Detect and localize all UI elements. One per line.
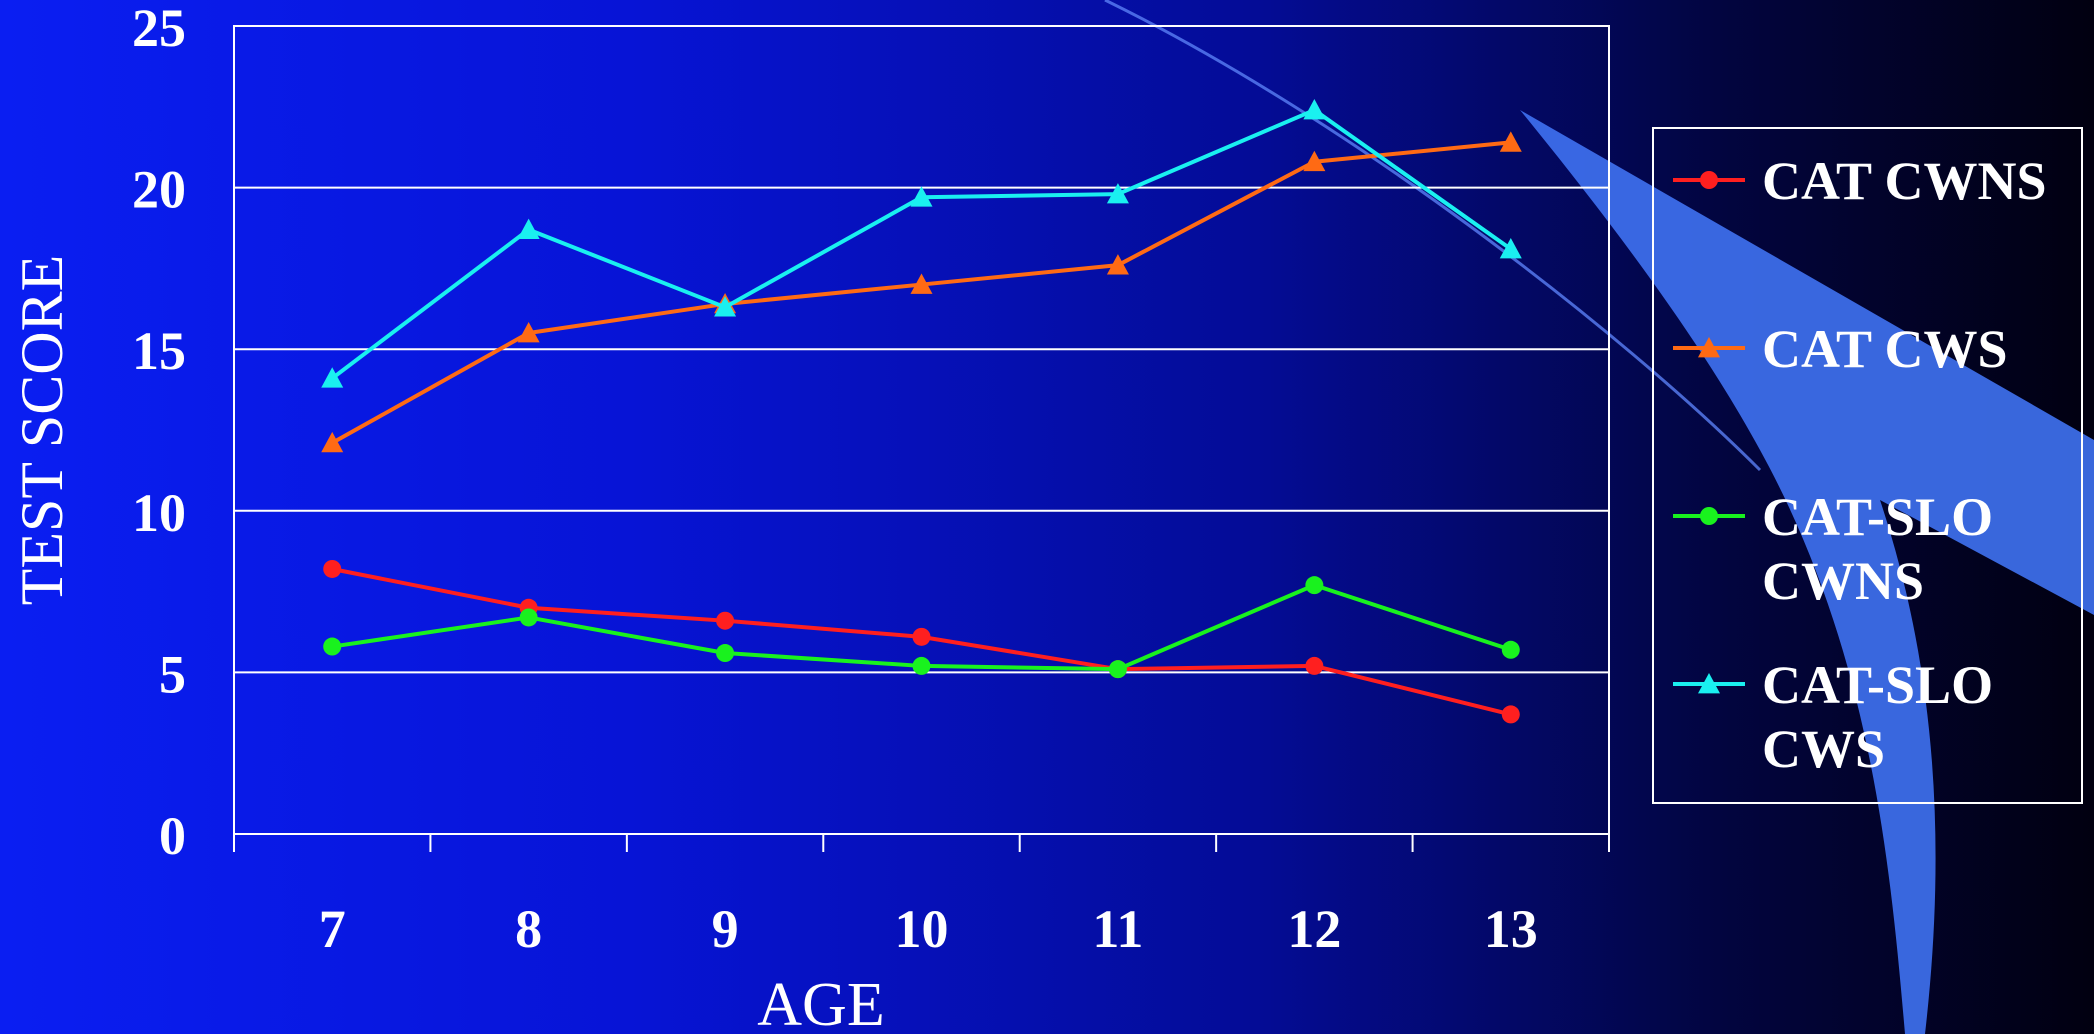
y-tick-label: 15	[132, 321, 186, 381]
legend-swatch-marker	[1698, 337, 1720, 358]
series-cat-cwns	[323, 559, 1520, 724]
background-swoosh	[1104, 0, 2094, 1034]
data-point	[912, 627, 931, 646]
data-point	[912, 656, 931, 675]
legend-item: CAT-SLO CWS	[1673, 655, 1993, 779]
data-point	[1499, 238, 1522, 259]
data-point	[323, 559, 342, 578]
data-point	[1106, 183, 1129, 204]
series-layer	[321, 99, 1522, 724]
legend-item: CAT CWS	[1673, 319, 2008, 379]
legend-label: CAT-SLO CWS	[1762, 655, 1993, 779]
legend-item: CAT-SLO CWNS	[1673, 487, 1993, 611]
legend-label-line: CAT-SLO	[1762, 487, 1993, 547]
data-point	[1305, 576, 1324, 595]
legend-label-line: CAT CWS	[1762, 319, 2008, 379]
series-line	[331, 583, 1512, 672]
data-point	[1499, 131, 1522, 152]
legend-box	[1652, 127, 2083, 804]
x-tick-label: 11	[1092, 899, 1143, 959]
data-point	[716, 611, 735, 630]
y-tick-label: 10	[132, 483, 186, 543]
data-point	[716, 644, 735, 663]
x-tick-label: 10	[895, 899, 949, 959]
legend-label-line: CAT-SLO	[1762, 655, 1993, 715]
data-point	[910, 273, 933, 294]
x-axis-label: AGE	[757, 971, 884, 1034]
data-point	[321, 367, 344, 388]
series-cat-slo-cws	[321, 99, 1522, 388]
data-point	[1106, 254, 1129, 275]
y-tick-label: 25	[132, 0, 186, 58]
data-point	[1501, 705, 1520, 724]
data-point	[323, 637, 342, 656]
x-tick-label: 7	[319, 899, 346, 959]
y-axis: 0 5 10 15 20 25	[132, 0, 186, 866]
x-axis: 7 8 9 10 11 12 13	[233, 834, 1610, 959]
data-point	[1108, 660, 1127, 679]
data-point	[519, 608, 538, 627]
data-point	[910, 186, 933, 207]
series-cat-slo-cwns	[323, 576, 1520, 679]
x-tick-label: 12	[1287, 899, 1341, 959]
x-tick-label: 8	[515, 899, 542, 959]
data-point	[1501, 640, 1520, 659]
data-point	[517, 322, 540, 343]
x-tick-label: 13	[1484, 899, 1538, 959]
legend-swatch-marker	[1700, 507, 1718, 525]
y-axis-label: TEST SCORE	[9, 255, 75, 606]
gridlines	[234, 186, 1609, 674]
x-tick-label: 9	[712, 899, 739, 959]
y-tick-label: 20	[132, 160, 186, 220]
data-point	[1305, 656, 1324, 675]
y-tick-label: 5	[159, 644, 186, 704]
legend-label: CAT CWS	[1762, 319, 2008, 379]
data-point	[714, 296, 737, 317]
legend-label: CAT-SLO CWNS	[1762, 487, 1993, 611]
data-point	[517, 218, 540, 239]
legend-label-line: CWNS	[1762, 551, 1924, 611]
legend-item: CAT CWNS	[1673, 151, 2047, 211]
legend-swatch-marker	[1698, 673, 1720, 694]
data-point	[321, 431, 344, 453]
data-point	[1303, 150, 1326, 172]
data-point	[1303, 99, 1326, 120]
legend-label-line: CWS	[1762, 719, 1885, 779]
series-cat-cws	[321, 131, 1522, 453]
legend-label-line: CAT CWNS	[1762, 151, 2047, 211]
legend-label: CAT CWNS	[1762, 151, 2047, 211]
legend-swatch-marker	[1700, 171, 1718, 189]
series-line	[331, 108, 1512, 380]
plot-area	[233, 25, 1610, 835]
y-tick-label: 0	[159, 806, 186, 866]
